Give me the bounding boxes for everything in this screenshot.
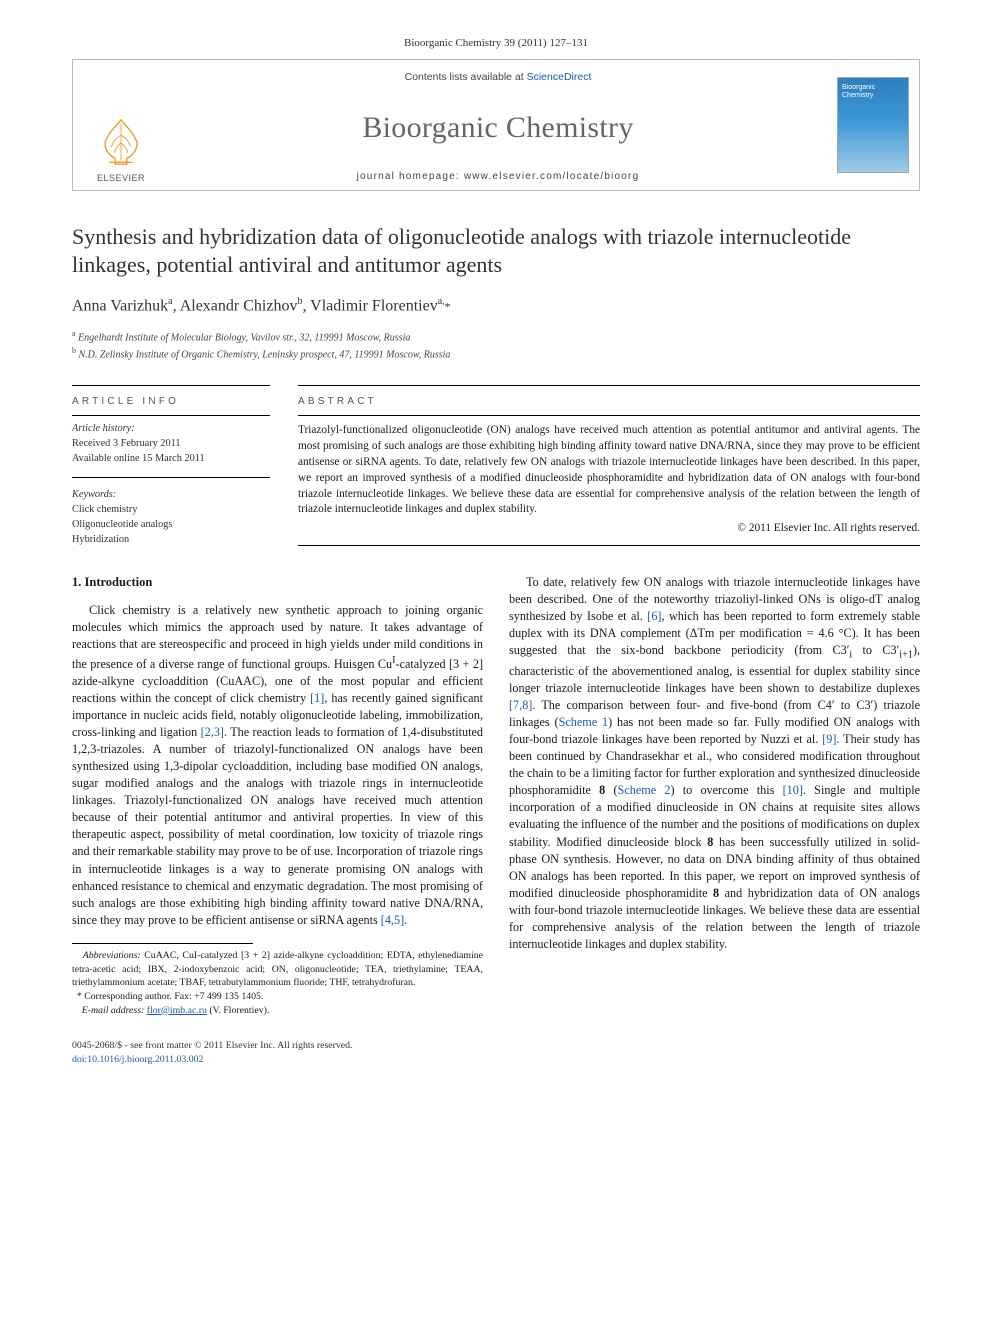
abbrev-label: Abbreviations: — [83, 950, 141, 961]
publisher-name: ELSEVIER — [97, 172, 145, 184]
section-heading-introduction: 1. Introduction — [72, 574, 483, 592]
affil-text: Engelhardt Institute of Molecular Biolog… — [78, 332, 410, 343]
keyword: Click chemistry — [72, 503, 270, 518]
article-title: Synthesis and hybridization data of olig… — [72, 223, 920, 279]
author-list: Anna Varizhuka, Alexandr Chizhovb, Vladi… — [72, 295, 920, 317]
cover-thumb-title: Bioorganic Chemistry — [842, 84, 904, 99]
footnote-email: E-mail address: flor@imb.ac.ru (V. Flore… — [72, 1004, 483, 1018]
author-email-link[interactable]: flor@imb.ac.ru — [147, 1005, 207, 1016]
affil-tag: b — [72, 346, 76, 355]
footer-copyright: 0045-2068/$ - see front matter © 2011 El… — [72, 1039, 920, 1053]
info-abstract-row: article info Article history: Received 3… — [72, 385, 920, 548]
affil-tag: a — [72, 329, 76, 338]
page-footer: 0045-2068/$ - see front matter © 2011 El… — [72, 1039, 920, 1066]
affiliations: a Engelhardt Institute of Molecular Biol… — [72, 328, 920, 363]
affiliation-b: b N.D. Zelinsky Institute of Organic Che… — [72, 345, 920, 362]
footnote-abbrev: Abbreviations: CuAAC, CuI-catalyzed [3 +… — [72, 949, 483, 990]
keywords-block: Keywords: Click chemistry Oligonucleotid… — [72, 478, 270, 548]
abstract-column: abstract Triazolyl-functionalized oligon… — [298, 385, 920, 548]
journal-cover-thumbnail: Bioorganic Chemistry — [837, 77, 909, 173]
keywords-heading: Keywords: — [72, 488, 270, 503]
body-paragraph-2: To date, relatively few ON analogs with … — [509, 574, 920, 953]
abstract-text: Triazolyl-functionalized oligonucleotide… — [298, 416, 920, 518]
journal-name: Bioorganic Chemistry — [362, 107, 633, 148]
body-paragraph-1: Click chemistry is a relatively new synt… — [72, 602, 483, 929]
abstract-copyright: © 2011 Elsevier Inc. All rights reserved… — [298, 521, 920, 537]
article-info-label: article info — [72, 386, 270, 416]
history-received: Received 3 February 2011 — [72, 437, 270, 452]
corresponding-text: Corresponding author. Fax: +7 499 135 14… — [84, 991, 263, 1002]
footnotes: Abbreviations: CuAAC, CuI-catalyzed [3 +… — [72, 949, 483, 1018]
contents-line: Contents lists available at ScienceDirec… — [405, 70, 592, 84]
email-suffix: (V. Florentiev). — [207, 1005, 269, 1016]
doi-link[interactable]: doi:10.1016/j.bioorg.2011.03.002 — [72, 1054, 203, 1065]
article-history: Article history: Received 3 February 201… — [72, 416, 270, 467]
sciencedirect-link[interactable]: ScienceDirect — [527, 71, 592, 83]
history-online: Available online 15 March 2011 — [72, 452, 270, 467]
keyword: Hybridization — [72, 533, 270, 548]
elsevier-tree-icon — [92, 112, 150, 170]
masthead: ELSEVIER Contents lists available at Sci… — [72, 59, 920, 191]
journal-homepage: journal homepage: www.elsevier.com/locat… — [357, 170, 640, 184]
footnote-separator — [72, 943, 253, 944]
abstract-label: abstract — [298, 386, 920, 416]
keyword: Oligonucleotide analogs — [72, 518, 270, 533]
publisher-block: ELSEVIER — [73, 60, 169, 190]
article-body: 1. Introduction Click chemistry is a rel… — [72, 574, 920, 1018]
affil-text: N.D. Zelinsky Institute of Organic Chemi… — [79, 350, 451, 361]
history-heading: Article history: — [72, 422, 270, 437]
email-label: E-mail address: — [82, 1005, 145, 1016]
header-citation: Bioorganic Chemistry 39 (2011) 127–131 — [72, 36, 920, 51]
contents-prefix: Contents lists available at — [405, 71, 527, 83]
masthead-center: Contents lists available at ScienceDirec… — [169, 60, 827, 190]
affiliation-a: a Engelhardt Institute of Molecular Biol… — [72, 328, 920, 345]
cover-thumb-wrap: Bioorganic Chemistry — [827, 60, 919, 190]
article-info-column: article info Article history: Received 3… — [72, 385, 270, 548]
footnote-corresponding: * Corresponding author. Fax: +7 499 135 … — [72, 990, 483, 1004]
